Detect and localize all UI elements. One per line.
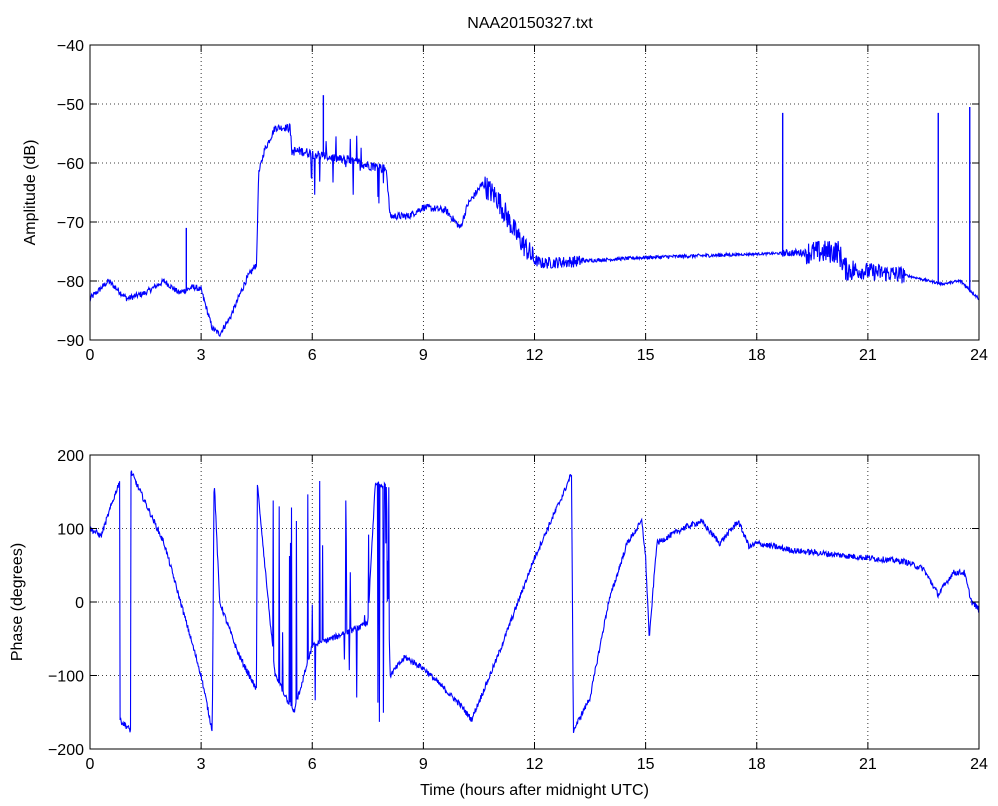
- y-tick-label: −90: [57, 333, 84, 350]
- series-line: [89, 470, 980, 734]
- x-tick-label: 6: [308, 756, 317, 773]
- phase-line: [89, 470, 980, 734]
- y-tick-label: −50: [57, 97, 84, 114]
- y-tick-label: 0: [75, 595, 84, 612]
- x-tick-label: 0: [86, 756, 95, 773]
- x-tick-label: 21: [859, 756, 877, 773]
- y-tick-label: −80: [57, 274, 84, 291]
- x-tick-label: 3: [197, 347, 206, 364]
- x-tick-label: 18: [748, 756, 766, 773]
- y-tick-label: −60: [57, 156, 84, 173]
- x-tick-label: 24: [970, 756, 988, 773]
- x-tick-label: 24: [970, 347, 988, 364]
- x-tick-label: 0: [86, 347, 95, 364]
- y-tick-label: −40: [57, 38, 84, 55]
- x-tick-label: 15: [637, 756, 655, 773]
- x-tick-label: 21: [859, 347, 877, 364]
- phase-grid: [90, 455, 979, 749]
- time-x-axis-label: Time (hours after midnight UTC): [420, 782, 649, 799]
- amplitude-line: [89, 95, 979, 338]
- y-tick-label: 100: [57, 522, 84, 539]
- amplitude-subplot: 0 3 6 9 12 15 18 21 24 −90 −80 −70 −60 −50 −40 Amplitu…: [22, 38, 988, 364]
- amplitude-y-axis-label: Amplitude (dB): [22, 140, 39, 246]
- x-tick-label: 12: [526, 347, 544, 364]
- x-tick-label: 15: [637, 347, 655, 364]
- amplitude-plot-area: [90, 45, 979, 340]
- series-line: [89, 123, 979, 338]
- phase-ticks: 0 3 6 9 12 15 18 21 24 −200 −100 0 100 200: [48, 448, 988, 773]
- figure-title: NAA20150327.txt: [467, 15, 593, 32]
- y-tick-label: −70: [57, 215, 84, 232]
- x-tick-label: 3: [197, 756, 206, 773]
- x-tick-label: 9: [419, 756, 428, 773]
- y-tick-label: −100: [48, 669, 84, 686]
- amplitude-grid: [90, 45, 979, 340]
- amplitude-ticks: 0 3 6 9 12 15 18 21 24 −90 −80 −70 −60 −50 −40: [57, 38, 988, 364]
- y-tick-label: −200: [48, 742, 84, 759]
- phase-y-axis-label: Phase (degrees): [9, 543, 26, 661]
- x-tick-label: 6: [308, 347, 317, 364]
- phase-subplot: 0 3 6 9 12 15 18 21 24 −200 −100 0 100 200 Phase (deg…: [9, 448, 988, 799]
- x-tick-label: 18: [748, 347, 766, 364]
- x-tick-label: 12: [526, 756, 544, 773]
- y-tick-label: 200: [57, 448, 84, 465]
- x-tick-label: 9: [419, 347, 428, 364]
